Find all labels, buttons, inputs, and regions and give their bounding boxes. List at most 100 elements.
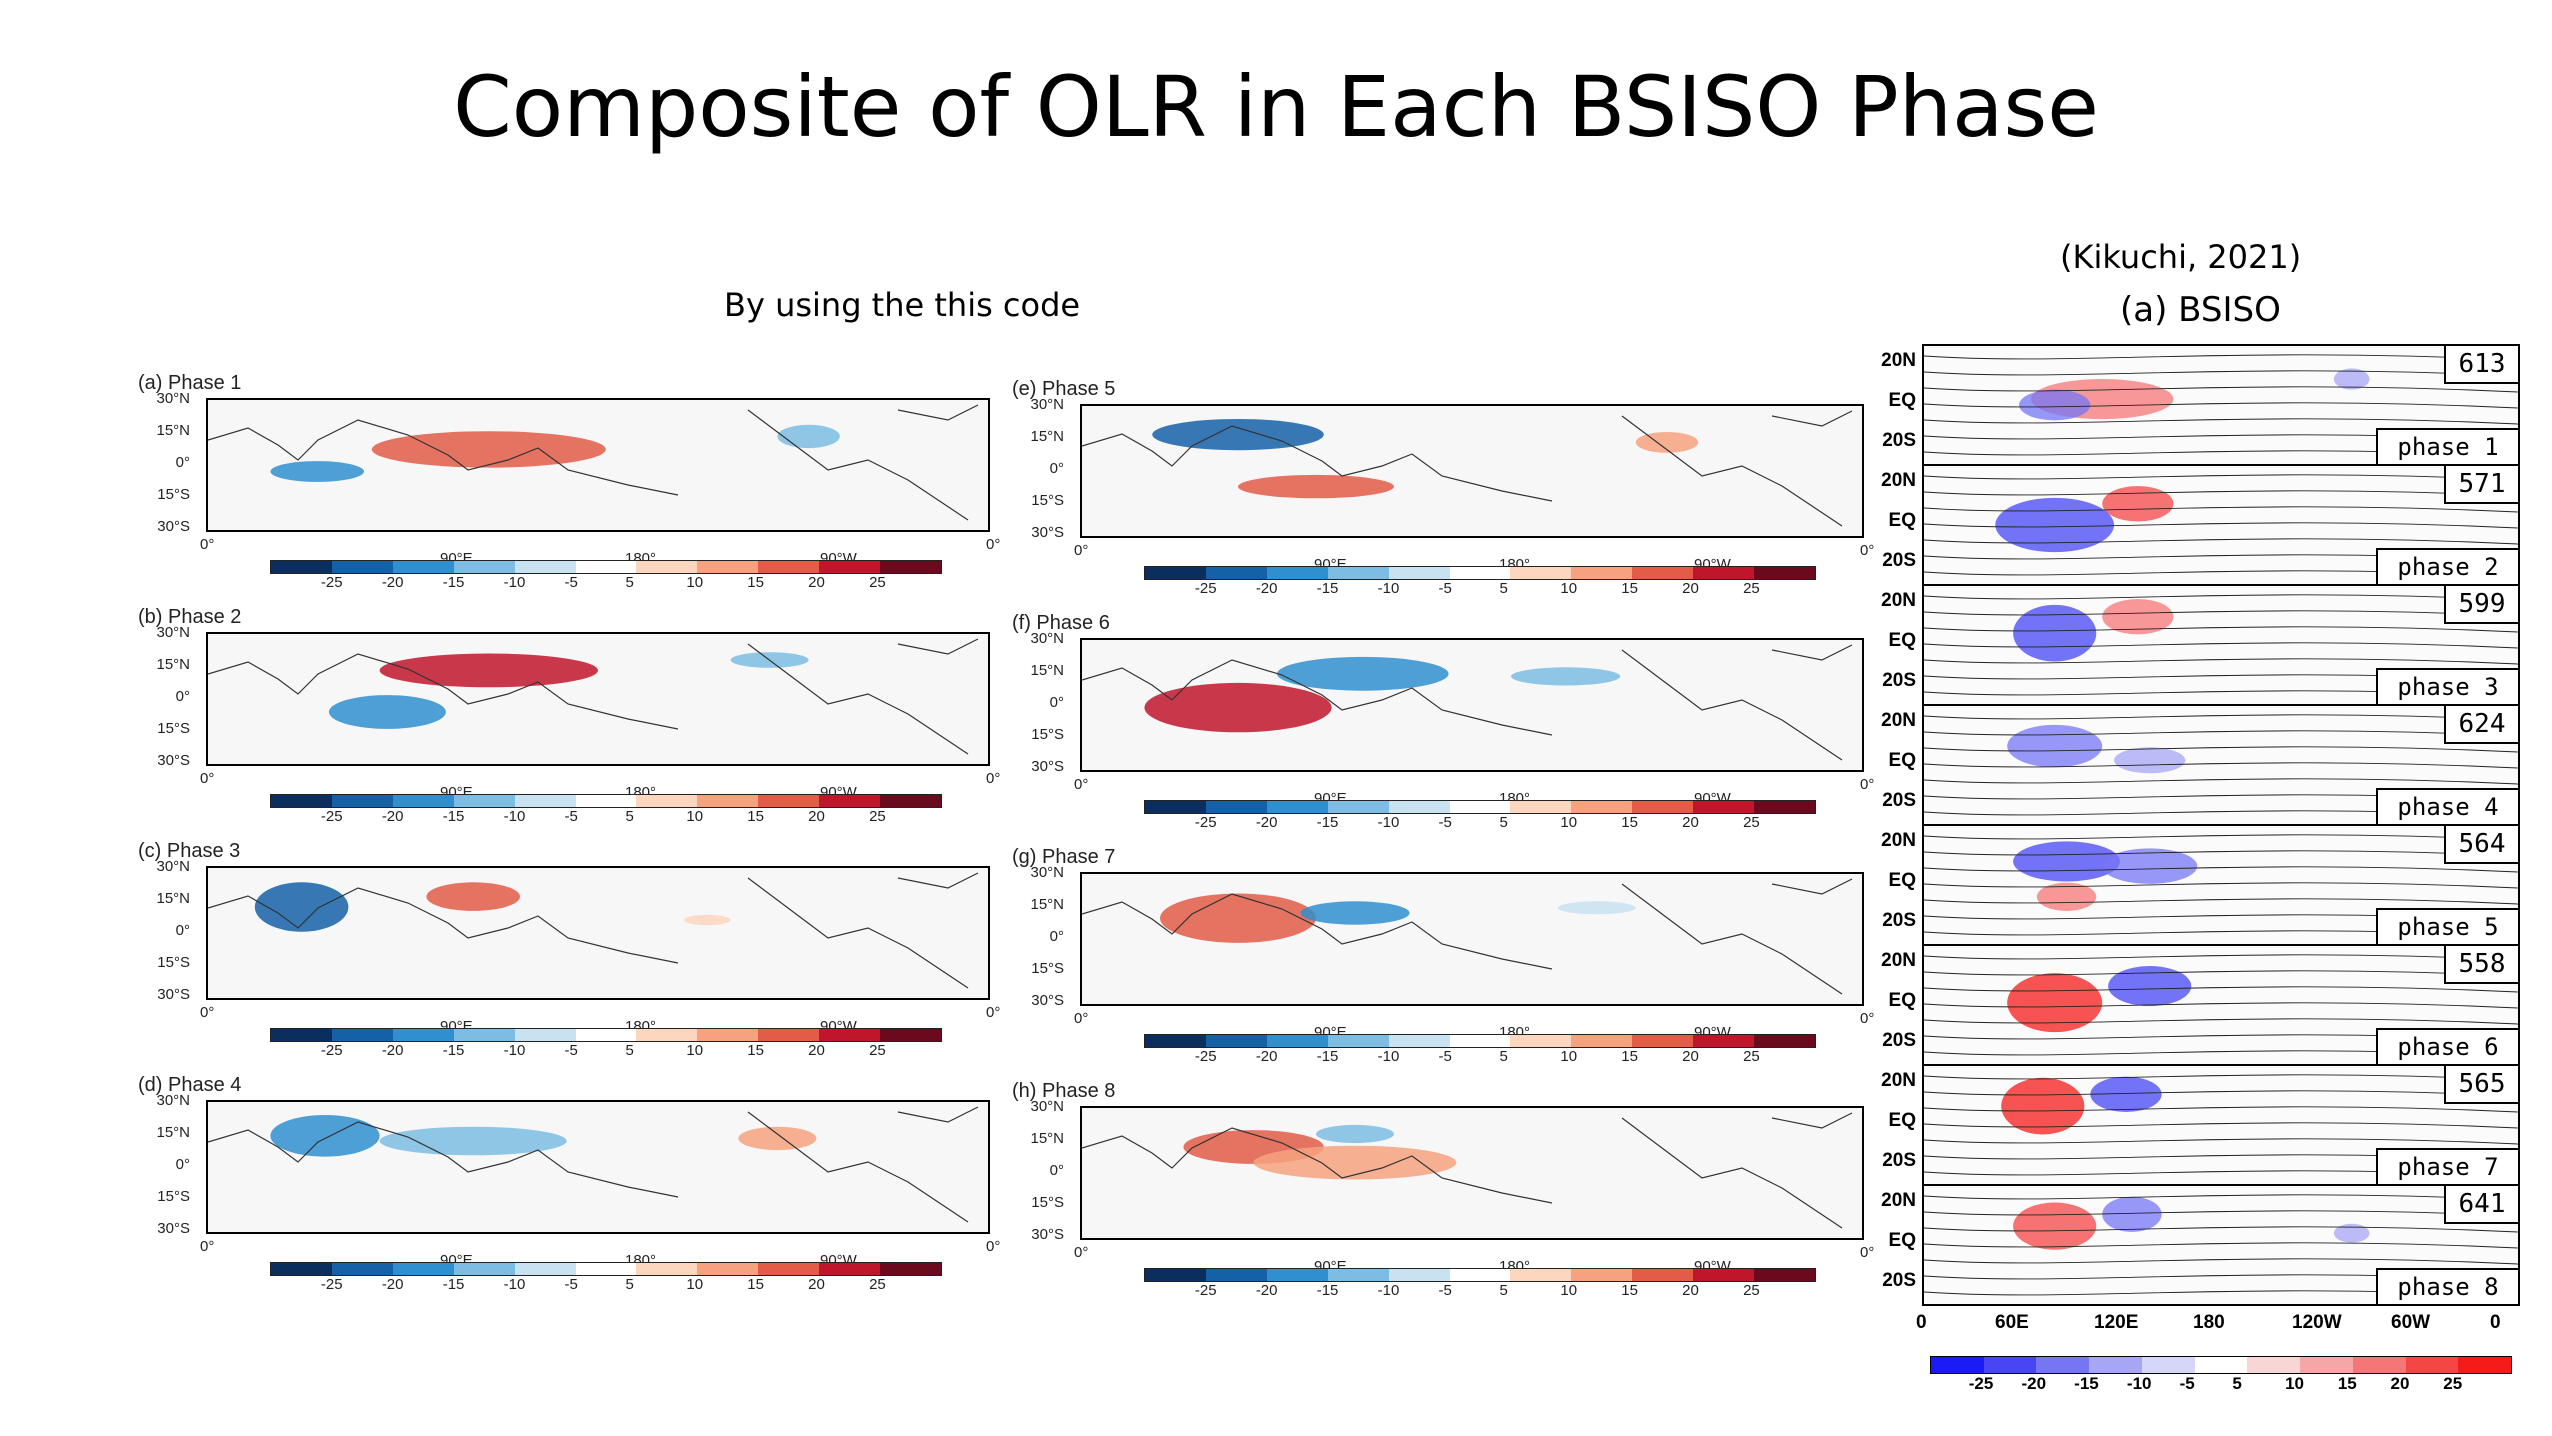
colorbar-label: 25 (1743, 1282, 1760, 1299)
olr-anomaly-contour (1635, 432, 1699, 453)
streamline (1924, 866, 2518, 873)
colorbar-label: -5 (1438, 814, 1452, 831)
streamline (1924, 642, 2518, 649)
lat-tick-label: 15°S (1031, 492, 1064, 509)
colorbar-swatch (1449, 1269, 1511, 1281)
streamline (1924, 834, 2518, 841)
colorbar-label: 10 (686, 574, 704, 591)
streamline (1924, 354, 2518, 361)
lat-tick-label: 30°N (156, 624, 190, 641)
lon-tick-label: 0° (200, 770, 215, 787)
colorbar-swatch (1327, 1269, 1389, 1281)
colorbar-label: 20 (808, 1042, 825, 1059)
colorbar-swatch (1449, 1035, 1511, 1047)
kikuchi-phase-map: 564 phase 5 (1922, 824, 2520, 946)
lat-tick-label: 30°N (1030, 396, 1064, 413)
colorbar-label: -25 (1194, 814, 1217, 831)
colorbar-label: -15 (1316, 1048, 1339, 1065)
colorbar-label: -15 (1316, 1282, 1339, 1299)
colorbar-label: 15 (1621, 1048, 1638, 1065)
colorbar-label: -5 (1438, 580, 1452, 597)
lat-tick-label: EQ (1888, 1110, 1916, 1131)
olr-anomaly-contour (270, 1115, 380, 1157)
colorbar-swatch (2089, 1357, 2142, 1373)
colorbar-label: 25 (869, 1042, 886, 1059)
lat-tick-label: 15°N (156, 890, 190, 907)
olr-anomaly-contour (2007, 724, 2103, 768)
colorbar-swatch (271, 561, 332, 573)
olr-phase-panel: (c) Phase 3 30°N 15°N 0° 15°S 30°S 0° 0° 90°E 180… (120, 840, 1020, 1060)
olr-anomaly-contour (2036, 882, 2097, 911)
olr-anomaly-contour (2108, 966, 2192, 1007)
panel-title: (d) Phase 4 (138, 1074, 242, 1096)
streamline (1924, 1090, 2518, 1097)
lat-tick-label: 20N (1881, 950, 1916, 971)
colorbar-label: -5 (564, 1042, 578, 1059)
colorbar-swatch (819, 1029, 881, 1041)
olr-anomaly-contour (1316, 1124, 1394, 1144)
colorbar-swatch (1510, 567, 1572, 579)
panel-title: (h) Phase 8 (1012, 1080, 1116, 1102)
streamline (1924, 1226, 2518, 1233)
lat-tick-label: 15°S (157, 1188, 190, 1205)
lat-tick-label: 20N (1881, 1190, 1916, 1211)
colorbar-swatch (1388, 801, 1450, 813)
colorbar-label: -10 (2126, 1374, 2152, 1393)
lon-tick-label: 0° (1860, 1244, 1875, 1261)
colorbar-swatch (2405, 1357, 2459, 1373)
coastline (208, 1106, 979, 1223)
streamline (1924, 402, 2518, 409)
streamline (1924, 882, 2518, 889)
olr-anomaly-contour (254, 882, 349, 932)
coastline (208, 404, 979, 521)
lat-tick-label: 15°S (1031, 960, 1064, 977)
colorbar-swatch (1693, 1269, 1755, 1281)
streamline (1924, 658, 2518, 665)
colorbar-swatch (392, 561, 454, 573)
lat-tick-label: 15°S (1031, 726, 1064, 743)
colorbar-swatch (1632, 1269, 1694, 1281)
colorbar-label: -20 (381, 574, 404, 591)
panel-title: (c) Phase 3 (138, 840, 241, 862)
lat-tick-label: 15°N (1030, 1130, 1064, 1147)
lat-tick-label: 0° (1049, 694, 1064, 711)
olr-anomaly-contour (1511, 667, 1621, 686)
olr-anomaly-contour (1160, 893, 1316, 943)
streamline (1924, 474, 2518, 481)
coastline (1082, 1112, 1853, 1229)
streamline (1924, 850, 2518, 857)
lat-tick-label: 30°N (156, 858, 190, 875)
colorbar-swatch (2300, 1357, 2353, 1373)
colorbar-swatch (1754, 1269, 1815, 1281)
lat-tick-label: 30°N (1030, 630, 1064, 647)
lat-tick-label: 20N (1881, 1070, 1916, 1091)
colorbar-swatch (1571, 1035, 1633, 1047)
colorbar-label: -15 (1316, 580, 1339, 597)
colorbar-swatch (1510, 1035, 1572, 1047)
lat-tick-label: EQ (1888, 750, 1916, 771)
colorbar-label: 5 (2232, 1374, 2242, 1393)
kikuchi-citation: (Kikuchi, 2021) (2060, 238, 2302, 276)
lat-tick-label: 0° (1049, 460, 1064, 477)
lat-tick-label: 30°S (1031, 758, 1064, 775)
lat-tick-label: EQ (1888, 1230, 1916, 1251)
kikuchi-subtitle: (a) BSISO (2120, 290, 2281, 330)
colorbar-swatch (331, 1263, 393, 1275)
olr-phase-panel: (h) Phase 8 30°N 15°N 0° 15°S 30°S 0° 0° 90°E 180… (994, 1080, 1894, 1300)
olr-anomaly-contour (2102, 1196, 2162, 1233)
colorbar-swatch (1388, 1035, 1450, 1047)
phase-label: phase 8 (2376, 1268, 2518, 1304)
olr-anomaly-contour (2013, 604, 2097, 662)
colorbar-label: 5 (1499, 580, 1508, 597)
olr-anomaly-contour (426, 882, 520, 911)
colorbar-swatch (2247, 1357, 2301, 1373)
colorbar-swatch (453, 1029, 515, 1041)
colorbar-label: 15 (747, 808, 764, 825)
lat-tick-label: 30°N (1030, 864, 1064, 881)
olr-map (1080, 872, 1864, 1006)
olr-anomaly-contour (2102, 848, 2198, 884)
colorbar-swatch (1693, 1035, 1755, 1047)
colorbar-label: -25 (320, 1276, 343, 1293)
lat-tick-label: 20N (1881, 470, 1916, 491)
streamline (1924, 1242, 2518, 1249)
